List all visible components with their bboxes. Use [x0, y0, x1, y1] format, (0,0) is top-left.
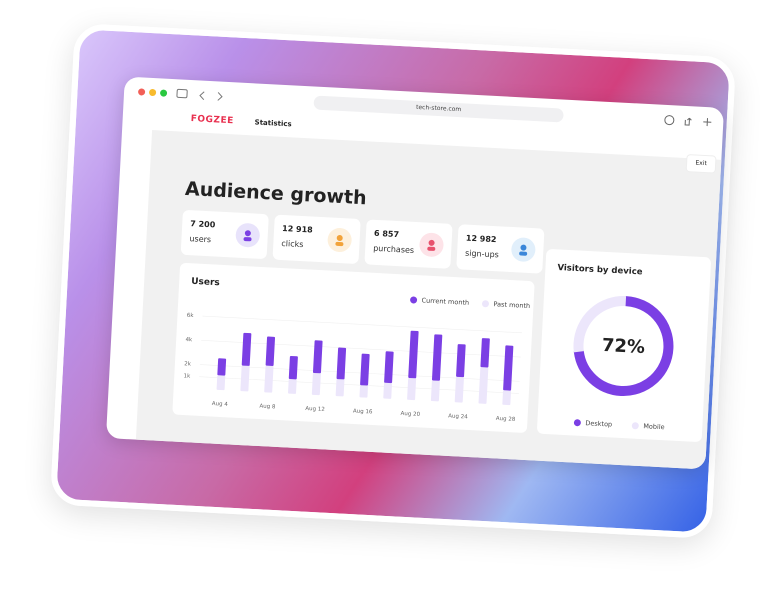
- maximize-button[interactable]: [159, 89, 168, 97]
- bar-segment: [288, 379, 297, 394]
- stat-value: 12 982: [465, 233, 497, 245]
- bar-segment: [407, 377, 417, 401]
- y-tick-label: 6k: [187, 313, 195, 319]
- x-tick-label: Aug 8: [259, 404, 276, 411]
- icon-glyph: [427, 239, 436, 251]
- stat-icon: [235, 222, 261, 248]
- legend-label: Past month: [493, 300, 530, 310]
- stat-value: 6 857: [373, 228, 400, 240]
- bar-segment: [217, 358, 227, 376]
- y-tick-label: 2k: [184, 361, 192, 367]
- stat-icon: [418, 232, 445, 258]
- stat-cards: 7 200 users 12 918 clicks 6 857 purchases 12 9…: [125, 77, 724, 274]
- stat-label: purchases: [373, 243, 415, 255]
- bar-segment: [408, 330, 419, 379]
- bar-segment: [359, 385, 368, 398]
- stat-value: 12 918: [281, 223, 313, 235]
- stat-label: users: [189, 234, 212, 245]
- bar-segment: [503, 345, 514, 391]
- chart-title: Users: [191, 277, 220, 288]
- bar-segment: [456, 344, 466, 378]
- bar-segment: [360, 353, 370, 386]
- bar-segment: [265, 336, 276, 366]
- grid-line: [201, 340, 521, 358]
- legend-swatch: [410, 296, 418, 304]
- users-card: Users Current month Past month 1k 2k 4k 6k Aug …: [172, 262, 535, 434]
- users-chart: Users Current month Past month 1k 2k 4k 6k Aug …: [183, 277, 530, 423]
- icon-glyph: [243, 230, 252, 242]
- icon-glyph: [519, 244, 528, 256]
- bar-segment: [288, 355, 298, 380]
- bar-segment: [383, 382, 392, 399]
- bar-segment: [478, 367, 489, 404]
- bar-segment: [335, 379, 345, 397]
- bar-segment: [264, 365, 274, 393]
- x-tick-label: Aug 28: [496, 416, 516, 423]
- bar-segment: [480, 338, 490, 368]
- donut-label: 72%: [601, 335, 645, 358]
- bar-segment: [240, 365, 250, 392]
- y-tick-label: 1k: [183, 373, 191, 379]
- bar-segment: [502, 390, 512, 406]
- legend-swatch: [631, 422, 639, 430]
- stat-card: 7 200 users: [180, 209, 269, 260]
- grid-line: [202, 315, 523, 334]
- close-button[interactable]: [137, 88, 146, 96]
- bar-segment: [241, 332, 252, 366]
- stat-label: clicks: [281, 238, 304, 250]
- bar-segment: [384, 351, 394, 384]
- icon-glyph: [335, 235, 344, 247]
- url-bar[interactable]: tech-store.com: [313, 95, 564, 123]
- bar-segment: [216, 375, 226, 391]
- nav-link[interactable]: Statistics: [254, 118, 292, 129]
- bar-segment: [311, 372, 321, 396]
- grid-line: [199, 364, 520, 382]
- bar-segment: [312, 340, 323, 374]
- x-tick-label: Aug 20: [400, 411, 420, 418]
- x-tick-label: Aug 24: [448, 413, 468, 420]
- donut-arc: [573, 296, 674, 397]
- legend-swatch: [573, 419, 581, 427]
- nav-icons[interactable]: [176, 87, 227, 104]
- arrows[interactable]: [199, 91, 223, 101]
- device-card: Visitors by device 72% Desktop Mobile: [536, 248, 712, 443]
- chart-title: Visitors by device: [557, 263, 643, 277]
- x-tick-label: Aug 4: [212, 401, 229, 408]
- sidebar-icon[interactable]: [176, 88, 188, 99]
- browser-window: tech-store.com FOGZEE Statistics Exit Au…: [105, 76, 725, 470]
- legend-swatch: [481, 300, 489, 308]
- device-chart: Visitors by device 72% Desktop Mobile: [557, 263, 674, 431]
- exit-button[interactable]: Exit: [685, 154, 717, 174]
- legend-label: Current month: [421, 296, 469, 306]
- stat-card: 6 857 purchases: [364, 219, 453, 269]
- stat-card: 12 918 clicks: [272, 214, 361, 265]
- toolbar-icons[interactable]: [663, 113, 719, 132]
- bar-segment: [336, 347, 347, 380]
- bar-segment: [430, 380, 440, 402]
- stat-label: sign-ups: [464, 248, 500, 260]
- grid-line: [199, 376, 519, 394]
- minimize-button[interactable]: [148, 88, 157, 97]
- bar-segment: [431, 334, 443, 381]
- x-tick-label: Aug 12: [305, 406, 325, 413]
- legend-label: Desktop: [585, 419, 612, 428]
- brand-logo[interactable]: FOGZEE: [190, 114, 234, 127]
- x-tick-label: Aug 16: [353, 408, 373, 415]
- legend-label: Mobile: [643, 422, 665, 431]
- stat-icon: [327, 227, 353, 253]
- stat-card: 12 982 sign-ups: [456, 224, 545, 274]
- y-tick-label: 4k: [185, 337, 193, 343]
- bar-segment: [454, 376, 464, 403]
- stat-icon: [510, 237, 536, 263]
- stat-value: 7 200: [190, 219, 216, 230]
